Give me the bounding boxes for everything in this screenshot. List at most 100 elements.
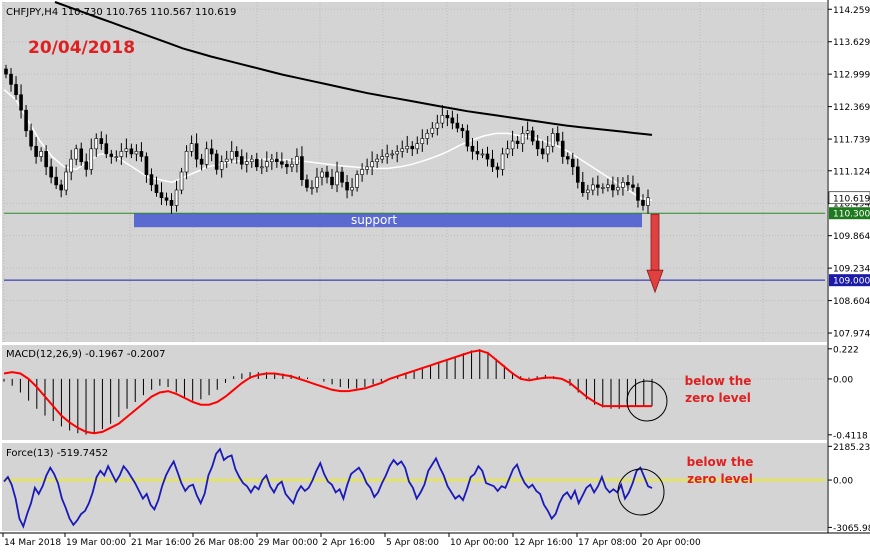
candle-body <box>94 138 99 150</box>
force-annotation: below the zero level <box>687 455 754 486</box>
candle-body <box>315 176 319 188</box>
candle-body <box>575 166 580 183</box>
candle-body <box>515 140 520 144</box>
price-grid <box>3 2 825 342</box>
candle-body <box>370 161 374 168</box>
candle-body <box>254 158 259 168</box>
candle-body <box>445 115 450 119</box>
candle-body <box>149 174 154 186</box>
arrow-head <box>646 269 664 294</box>
candle-body <box>29 130 33 147</box>
candle-body <box>310 187 314 189</box>
time-tick-label: 14 Mar 2018 <box>4 538 61 548</box>
candle-body <box>530 130 535 142</box>
candle-body <box>591 184 595 191</box>
candle-body <box>395 151 400 155</box>
annotation-line: below the <box>685 374 752 388</box>
time-tick-label: 26 Mar 08:00 <box>194 538 254 548</box>
candle-body <box>259 166 264 169</box>
candle-body <box>475 151 480 155</box>
candle-body <box>234 151 239 157</box>
macd-tick-label: -0.4118 <box>833 431 868 441</box>
candle-body <box>239 156 244 165</box>
candle-body <box>580 182 585 193</box>
time-tick-label: 5 Apr 08:00 <box>386 538 439 548</box>
candle-body <box>495 166 500 170</box>
candle-body <box>520 133 525 144</box>
candle-body <box>335 171 339 186</box>
time-tick-label: 12 Apr 16:00 <box>514 538 573 548</box>
candle-body <box>505 148 510 155</box>
candle-body <box>485 153 490 160</box>
candle-body <box>555 133 560 142</box>
candle-body <box>450 117 455 124</box>
candle-body <box>14 84 18 96</box>
price-pane[interactable]: support CHFJPY,H4 110.730 110.765 110.56… <box>2 1 827 342</box>
candle-body <box>360 169 364 175</box>
candle-body <box>631 184 635 188</box>
candle-body <box>244 161 249 165</box>
down-arrow-icon <box>646 213 664 294</box>
macd-title: MACD(12,26,9) -0.1967 -0.2007 <box>6 349 166 360</box>
candle-body <box>365 166 369 170</box>
price-tick-label: 114.259 <box>833 6 870 16</box>
current-price-badge <box>828 191 870 205</box>
candle-body <box>109 153 114 157</box>
candle-body <box>154 184 159 193</box>
candle-body <box>330 176 334 186</box>
macd-tick-label: 0.222 <box>833 345 859 355</box>
candle-body <box>179 171 184 191</box>
candle-body <box>611 184 615 191</box>
force-pane-bg <box>2 443 827 531</box>
candle-body <box>44 151 48 168</box>
price-tick-label: 113.629 <box>833 38 870 48</box>
force-tick-label: 2185.234 <box>833 443 870 453</box>
price-tick-label: 108.604 <box>833 297 870 307</box>
price-tick-label: 111.739 <box>833 136 870 146</box>
candle-body <box>480 153 485 156</box>
candle-body <box>4 68 8 75</box>
candle-body <box>440 115 445 124</box>
candle-body <box>54 176 58 186</box>
candle-body <box>285 163 289 168</box>
candle-body <box>320 171 324 178</box>
macd-signal-line <box>3 349 652 435</box>
candle-body <box>184 151 189 173</box>
force-title: Force(13) -519.7452 <box>6 448 108 459</box>
candle-body <box>159 192 164 199</box>
candle-body <box>64 171 68 191</box>
candle-body <box>114 156 119 158</box>
symbol-line: CHFJPY,H4 110.730 110.765 110.567 110.61… <box>6 7 236 18</box>
force-tick-label: -3065.988 <box>833 524 870 534</box>
candles <box>4 64 650 214</box>
candle-body <box>34 145 38 157</box>
target-price-badge-text: 109.000 <box>833 277 870 287</box>
candle-body <box>435 122 440 129</box>
candle-body <box>209 148 214 155</box>
candle-body <box>641 200 645 206</box>
candle-body <box>59 184 63 191</box>
candle-body <box>586 189 590 193</box>
candle-body <box>290 163 294 168</box>
candle-body <box>24 109 28 132</box>
force-index-pane[interactable]: Force(13) -519.7452 below the zero level <box>2 443 827 531</box>
candle-body <box>74 148 79 160</box>
candle-body <box>636 187 640 201</box>
candle-body <box>425 133 430 139</box>
macd-pane[interactable]: MACD(12,26,9) -0.1967 -0.2007 below the z… <box>2 345 827 440</box>
candle-body <box>621 182 625 188</box>
candle-body <box>596 184 600 188</box>
candle-body <box>420 138 425 144</box>
candle-body <box>124 148 129 152</box>
candle-body <box>9 73 13 85</box>
candle-body <box>49 166 53 178</box>
candle-body <box>275 158 279 162</box>
candle-body <box>219 161 224 170</box>
candle-body <box>345 182 349 191</box>
macd-annotation: below the zero level <box>685 374 752 405</box>
candle-body <box>295 156 299 165</box>
candle-body <box>460 127 465 132</box>
price-tick-label: 109.234 <box>833 265 870 275</box>
annotation-line: below the <box>687 455 754 469</box>
candle-body <box>174 189 179 206</box>
